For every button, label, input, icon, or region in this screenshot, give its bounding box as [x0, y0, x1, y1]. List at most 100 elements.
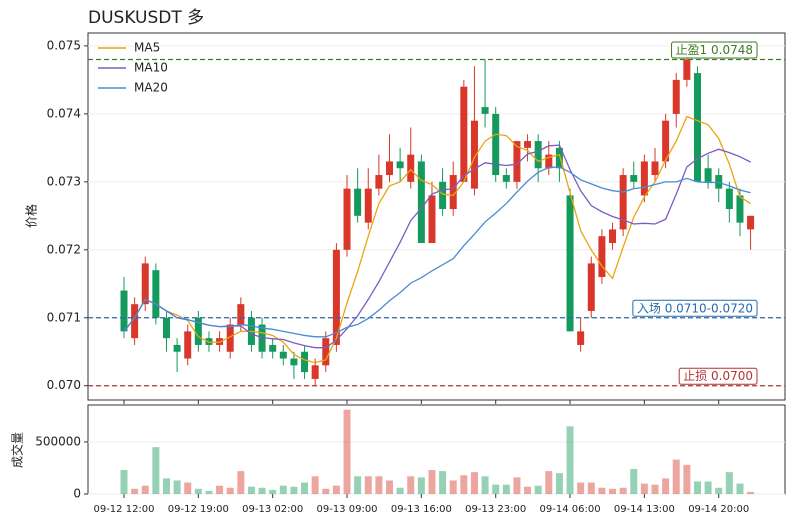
candle-body: [237, 304, 245, 325]
volume-axis-label: 成交量: [10, 432, 25, 468]
volume-bar: [375, 476, 383, 494]
candle-body: [545, 154, 553, 169]
candle-body: [524, 141, 532, 148]
volume-bar: [609, 488, 617, 494]
volume-bar: [747, 491, 755, 494]
volume-bar: [184, 482, 192, 494]
volume-bar: [332, 485, 340, 494]
candle-body: [417, 161, 425, 244]
volume-bar: [386, 480, 393, 494]
x-tick-label: 09-14 13:00: [614, 504, 675, 515]
candle-body: [354, 188, 362, 216]
candle-body: [364, 188, 372, 223]
volume-bar: [577, 482, 585, 494]
volume-tick-label: 500000: [35, 434, 81, 448]
candle-body: [630, 175, 638, 182]
level-label: 入场 0.0710-0.0720: [637, 301, 753, 315]
candle-body: [534, 141, 542, 169]
volume-bar: [736, 483, 744, 494]
candle-body: [693, 73, 701, 182]
volume-bar: [693, 481, 701, 494]
volume-bar: [216, 485, 224, 494]
candle-body: [470, 120, 478, 189]
volume-bar: [524, 486, 532, 494]
candle-body: [428, 195, 436, 244]
candle-body: [704, 168, 712, 182]
candle-body: [587, 263, 595, 311]
volume-bar: [396, 487, 404, 494]
candle-body: [619, 175, 627, 230]
volume-bar: [502, 484, 510, 494]
level-label: 止损 0.0700: [683, 369, 753, 383]
volume-bar: [226, 487, 234, 494]
x-tick-label: 09-13 23:00: [465, 504, 526, 515]
candle-body: [386, 161, 393, 176]
volume-bar: [205, 490, 213, 494]
volume-bar: [662, 478, 670, 494]
candle-body: [332, 249, 340, 345]
x-tick-label: 09-13 09:00: [316, 504, 377, 515]
candle-body: [481, 107, 489, 114]
volume-bar: [279, 485, 287, 494]
volume-bar: [439, 471, 447, 494]
volume-bar: [194, 488, 202, 494]
y-tick-label: 0.073: [47, 174, 81, 188]
volume-bar: [269, 489, 277, 494]
level-label-box: [678, 367, 758, 385]
y-tick-label: 0.071: [47, 310, 81, 324]
candle-body: [396, 161, 404, 169]
volume-bar: [343, 409, 351, 494]
legend-label: MA5: [134, 41, 160, 55]
volume-panel: [87, 404, 786, 495]
candle-body: [184, 331, 192, 359]
volume-bar: [364, 476, 372, 494]
volume-bar: [311, 476, 319, 494]
candle-body: [577, 331, 585, 345]
volume-bar: [481, 476, 489, 494]
volume-bar: [141, 485, 149, 494]
volume-bar: [417, 477, 425, 494]
x-tick-label: 09-12 19:00: [168, 504, 229, 515]
candle-body: [736, 195, 744, 223]
volume-bar: [534, 485, 542, 494]
candle-body: [152, 270, 160, 318]
y-tick-label: 0.072: [47, 242, 81, 256]
candle-body: [343, 188, 351, 250]
volume-bar: [152, 447, 160, 494]
volume-bar: [545, 471, 553, 494]
ma-line: [123, 166, 751, 338]
volume-bar: [173, 480, 181, 494]
candle-body: [492, 113, 500, 176]
candle-body: [566, 195, 574, 332]
volume-bar: [566, 426, 574, 494]
candle-body: [226, 324, 234, 352]
candle-body: [173, 344, 181, 352]
volume-bar: [672, 459, 680, 494]
candle-body: [747, 215, 755, 230]
price-panel: [87, 32, 786, 401]
candle-body: [662, 120, 670, 162]
y-tick-label: 0.075: [47, 38, 81, 52]
candle-body: [555, 147, 563, 169]
candle-body: [725, 188, 733, 210]
volume-bar: [428, 470, 436, 494]
candle-body: [672, 79, 680, 114]
candle-body: [269, 344, 277, 352]
candle-body: [311, 365, 319, 379]
x-tick-label: 09-13 16:00: [391, 504, 452, 515]
candle-body: [640, 161, 648, 196]
volume-bar: [120, 470, 128, 494]
volume-bar: [492, 484, 500, 494]
candle-body: [131, 304, 139, 339]
x-tick-label: 09-14 20:00: [688, 504, 749, 515]
candle-body: [460, 86, 468, 182]
volume-bar: [247, 486, 255, 494]
volume-bar: [513, 477, 521, 494]
volume-bar: [587, 482, 595, 494]
volume-bar: [131, 488, 139, 494]
volume-bar: [449, 480, 457, 494]
level-label-box: [671, 41, 758, 59]
volume-bar: [258, 487, 266, 494]
volume-bar: [460, 475, 468, 494]
